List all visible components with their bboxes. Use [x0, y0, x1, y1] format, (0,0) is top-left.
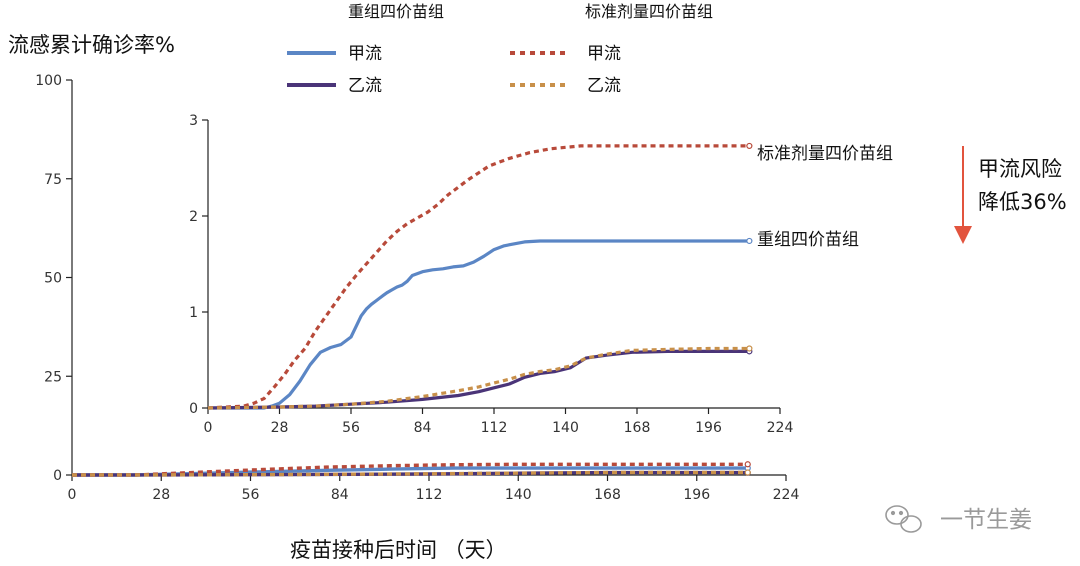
inset-series [207, 142, 753, 410]
y-tick-label: 50 [44, 271, 62, 287]
x-tick-label: 0 [68, 487, 77, 503]
inset-background [208, 120, 780, 408]
y-tick-label: 75 [44, 172, 62, 188]
x-tick-label: 196 [695, 420, 722, 436]
y-tick-label: 1 [189, 305, 198, 321]
x-tick-label: 28 [152, 487, 170, 503]
x-axis-title: 疫苗接种后时间 （天） [290, 538, 507, 562]
series-line-2 [207, 144, 750, 410]
x-tick-label: 168 [594, 487, 621, 503]
y-axis-title: 流感累计确诊率% [8, 33, 175, 57]
series-line-1 [207, 349, 750, 410]
x-tick-label: 56 [242, 487, 260, 503]
x-tick-label: 56 [342, 420, 360, 436]
legend-group1-title: 重组四价苗组 [348, 2, 444, 21]
y-tick-label: 2 [189, 209, 198, 225]
y-tick-label: 25 [44, 369, 62, 385]
legend-std-b-label: 乙流 [587, 76, 621, 96]
series-line-3 [71, 470, 748, 477]
x-tick-label: 224 [773, 487, 800, 503]
y-tick-label: 3 [189, 113, 198, 129]
main-series [71, 461, 751, 477]
legend-recomb-a-label: 甲流 [348, 44, 382, 64]
legend: 重组四价苗组 标准剂量四价苗组 甲流 乙流 甲流 乙流 [287, 2, 713, 96]
series-end-point-3 [746, 345, 753, 352]
y-tick-label: 100 [35, 73, 62, 89]
series-end-point-2 [746, 142, 753, 150]
x-tick-label: 112 [416, 487, 443, 503]
end-label-recombinant: 重组四价苗组 [757, 230, 859, 250]
legend-group2-title: 标准剂量四价苗组 [585, 2, 713, 21]
watermark-text: 一节生姜 [940, 507, 1032, 533]
x-tick-label: 28 [271, 420, 289, 436]
x-tick-label: 196 [683, 487, 710, 503]
inset-axes: 0 28 56 84 112 140 168 196 224 0 1 2 3 [189, 113, 793, 436]
y-tick-label: 0 [53, 468, 62, 484]
annotation-line1: 甲流风险 [978, 157, 1062, 181]
series-end-point-0 [746, 237, 753, 245]
x-tick-label: 168 [624, 420, 651, 436]
series-end-point-3 [744, 469, 751, 476]
watermark: 一节生姜 [885, 505, 1032, 533]
x-tick-label: 112 [481, 420, 508, 436]
x-tick-label: 224 [767, 420, 794, 436]
down-arrow-icon [954, 226, 972, 244]
y-tick-label: 0 [189, 401, 198, 417]
series-end-point-2 [744, 461, 751, 468]
x-tick-label: 140 [552, 420, 579, 436]
annotation-line2: 降低36% [978, 190, 1067, 214]
legend-recomb-b-label: 乙流 [348, 76, 382, 96]
series-line-3 [207, 346, 750, 410]
legend-std-a-label: 甲流 [587, 44, 621, 64]
x-tick-label: 140 [505, 487, 532, 503]
x-tick-label: 84 [331, 487, 349, 503]
wechat-icon [885, 505, 922, 533]
x-tick-label: 84 [414, 420, 432, 436]
x-tick-label: 0 [204, 420, 213, 436]
risk-annotation: 甲流风险 降低36% [954, 146, 1067, 244]
end-label-standard: 标准剂量四价苗组 [757, 144, 893, 164]
series-line-0 [208, 239, 750, 410]
